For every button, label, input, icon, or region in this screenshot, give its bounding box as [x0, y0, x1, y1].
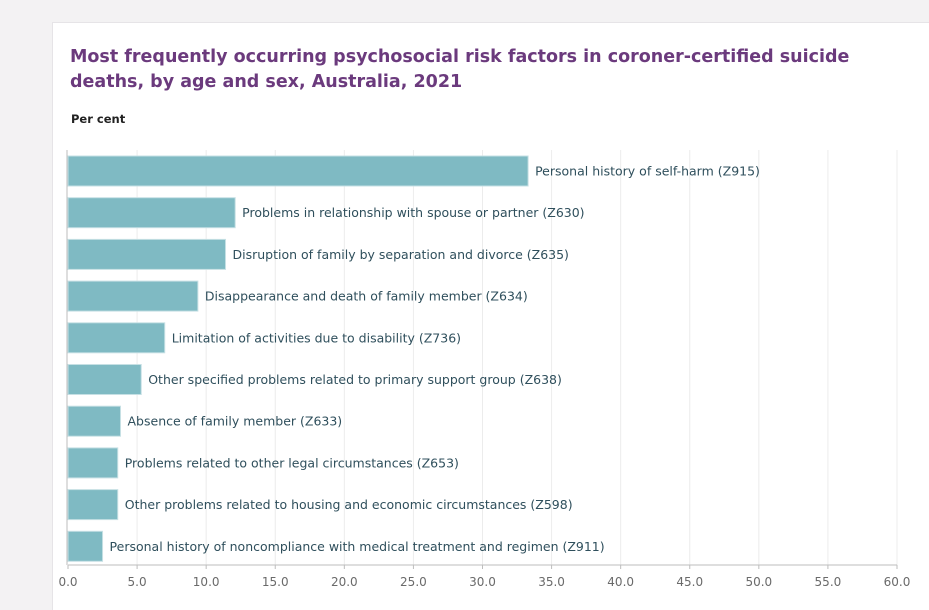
x-tick-label: 30.0 — [469, 575, 496, 589]
category-label: Problems in relationship with spouse or … — [242, 205, 584, 220]
category-label: Personal history of noncompliance with m… — [110, 539, 605, 554]
category-label: Other problems related to housing and ec… — [125, 497, 573, 512]
category-label: Limitation of activities due to disabili… — [172, 330, 461, 345]
bars — [67, 155, 529, 562]
x-axis: 0.0 5.0 10.0 15.0 20.0 25.0 30.0 35.0 40.0 45.0 50… — [58, 150, 910, 589]
category-label: Other specified problems related to prim… — [148, 372, 562, 387]
bar[interactable] — [67, 155, 529, 187]
x-tick-label: 45.0 — [676, 575, 703, 589]
category-labels: Personal history of self-harm (Z915) Prob… — [110, 164, 760, 554]
bar[interactable] — [67, 405, 122, 437]
category-label: Disappearance and death of family member… — [205, 289, 528, 304]
category-label: Absence of family member (Z633) — [128, 414, 343, 429]
gridlines — [136, 150, 898, 565]
bar[interactable] — [67, 364, 142, 395]
chart-card — [52, 22, 929, 610]
bar[interactable] — [67, 447, 119, 479]
bar[interactable] — [67, 322, 166, 354]
chart-title: Most frequently occurring psychosocial r… — [70, 47, 850, 92]
bar[interactable] — [67, 530, 104, 562]
x-tick-label: 15.0 — [262, 575, 289, 589]
x-tick-label: 60.0 — [884, 575, 911, 589]
bar[interactable] — [67, 489, 119, 521]
x-tick-label: 50.0 — [745, 575, 772, 589]
y-axis-unit-label: Per cent — [71, 112, 126, 126]
x-tick-label: 10.0 — [193, 575, 220, 589]
category-label: Problems related to other legal circumst… — [125, 455, 459, 470]
x-tick-label: 35.0 — [538, 575, 565, 589]
x-tick-label: 25.0 — [400, 575, 427, 589]
x-tick-label: 55.0 — [815, 575, 842, 589]
x-tick-label: 0.0 — [58, 575, 77, 589]
bar[interactable] — [67, 238, 227, 270]
x-tick-label: 40.0 — [607, 575, 634, 589]
x-tick-label: 20.0 — [331, 575, 358, 589]
bar[interactable] — [67, 197, 236, 229]
category-label: Disruption of family by separation and d… — [233, 247, 569, 262]
category-label: Personal history of self-harm (Z915) — [535, 164, 760, 179]
bar[interactable] — [67, 280, 199, 312]
x-tick-label: 5.0 — [128, 575, 147, 589]
